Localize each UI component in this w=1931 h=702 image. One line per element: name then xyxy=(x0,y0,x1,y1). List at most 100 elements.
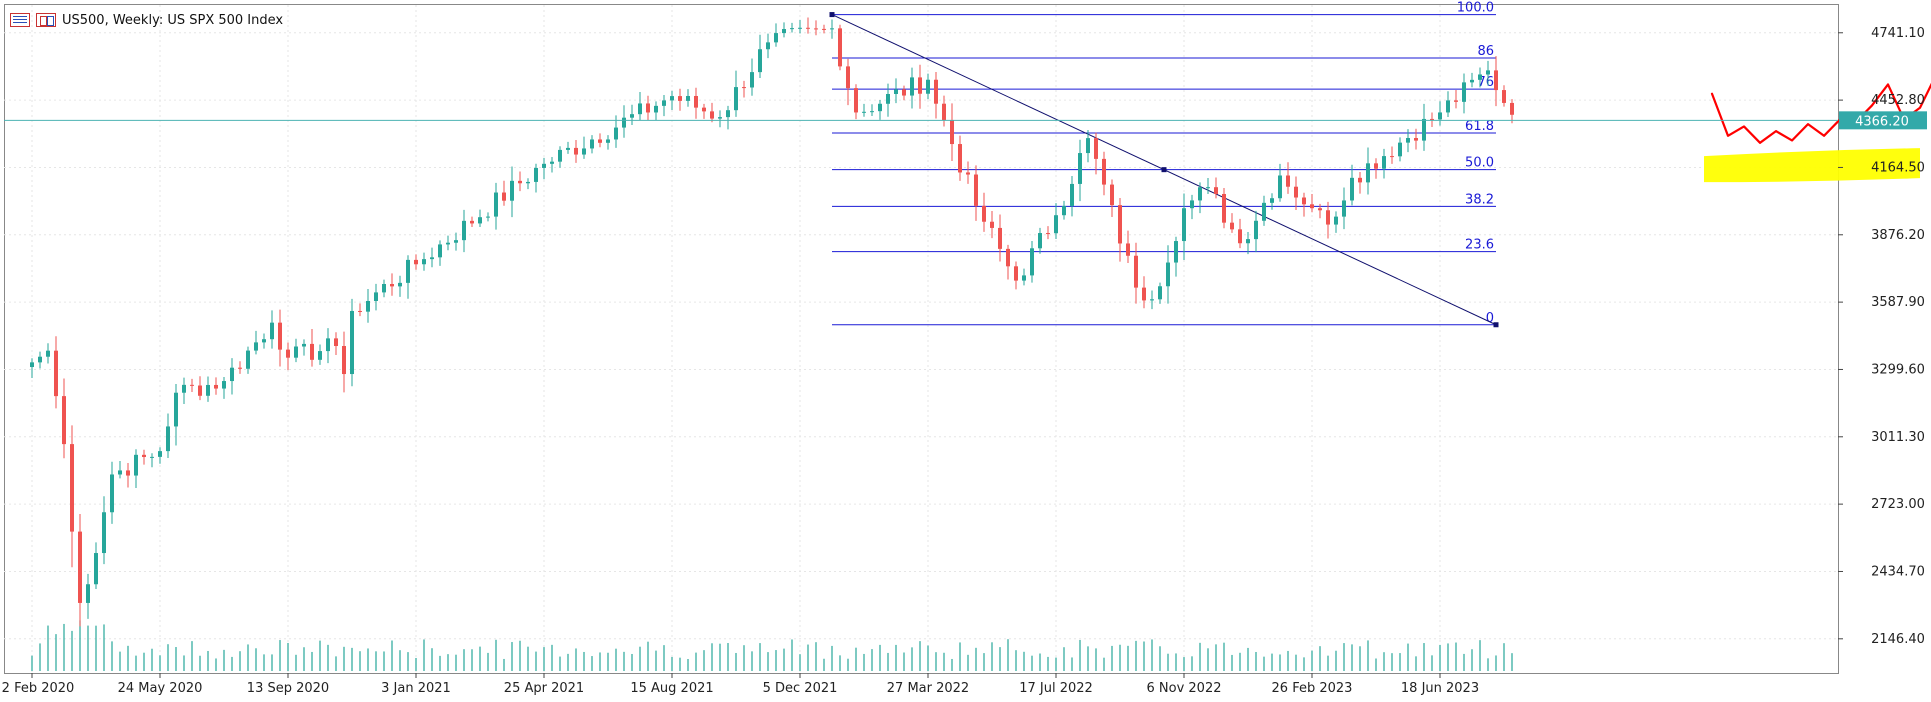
candle-body xyxy=(646,103,650,113)
candle-body xyxy=(422,259,426,265)
candle-body xyxy=(1158,286,1162,300)
candle-body xyxy=(854,88,858,113)
candle-body xyxy=(1454,100,1458,102)
candle-body xyxy=(238,367,242,369)
candle-body xyxy=(662,100,666,106)
candle-body xyxy=(878,103,882,112)
candle-body xyxy=(518,180,522,184)
candle-body xyxy=(718,117,722,119)
candle-body xyxy=(998,227,1002,249)
candle-body xyxy=(1446,100,1450,113)
candle-body xyxy=(1366,163,1370,183)
y-tick-label: 4164.50 xyxy=(1871,160,1925,175)
candle-body xyxy=(694,95,698,108)
candle-body xyxy=(398,282,402,287)
candle-body xyxy=(1470,79,1474,83)
candle-body xyxy=(606,139,610,143)
candle-body xyxy=(382,284,386,293)
y-tick-label: 2146.40 xyxy=(1871,632,1925,647)
fib-level-label: 100.0 xyxy=(1457,1,1494,16)
candle-body xyxy=(1134,255,1138,288)
candle-body xyxy=(78,531,82,603)
y-tick-label: 2434.70 xyxy=(1871,564,1925,579)
candle-body xyxy=(774,33,778,43)
y-tick-label: 3587.90 xyxy=(1871,295,1925,310)
candle-body xyxy=(406,259,410,283)
chart-title: US500, Weekly: US SPX 500 Index xyxy=(62,12,284,28)
candle-body xyxy=(534,167,538,182)
candle-body xyxy=(182,384,186,393)
candles-layer xyxy=(30,17,1514,627)
candle-body xyxy=(782,29,786,34)
candle-body xyxy=(214,384,218,389)
candle-body xyxy=(630,114,634,118)
candle-body xyxy=(1062,205,1066,216)
trend-anchor-end xyxy=(1493,322,1499,328)
candle-body xyxy=(862,111,866,113)
candle-body xyxy=(1086,138,1090,154)
y-tick-label: 4452.80 xyxy=(1871,93,1925,108)
candle-body xyxy=(142,454,146,458)
candle-body xyxy=(614,127,618,140)
candle-body xyxy=(1230,222,1234,230)
candle-body xyxy=(470,220,474,224)
candle-body xyxy=(1270,198,1274,203)
volume-layer xyxy=(31,620,1513,671)
x-tick-label: 25 Apr 2021 xyxy=(504,681,584,696)
candle-body xyxy=(46,350,50,357)
candle-body xyxy=(1334,216,1338,225)
x-tick-label: 13 Sep 2020 xyxy=(247,681,329,696)
candle-body xyxy=(198,385,202,396)
candle-body xyxy=(1214,187,1218,194)
candle-body xyxy=(1182,208,1186,242)
candle-body xyxy=(1318,208,1322,211)
candle-body xyxy=(350,310,354,375)
candle-body xyxy=(62,396,66,445)
candle-body xyxy=(86,584,90,603)
y-axis: 4741.10 4452.80 4164.50 3876.20 3587.90 3299.… xyxy=(1838,26,1925,647)
candle-body xyxy=(870,111,874,113)
candle-body xyxy=(438,244,442,258)
candle-body xyxy=(494,192,498,217)
candle-body xyxy=(1430,118,1434,120)
candle-body xyxy=(1094,138,1098,159)
candle-body xyxy=(742,87,746,89)
candle-body xyxy=(270,322,274,340)
candle-body xyxy=(1126,243,1130,256)
candle-body xyxy=(1174,241,1178,263)
candle-body xyxy=(526,181,530,184)
candle-body xyxy=(806,27,810,29)
candle-body xyxy=(1054,215,1058,234)
candle-body xyxy=(294,346,298,358)
candle-body xyxy=(1310,204,1314,209)
candle-body xyxy=(1510,102,1514,115)
candle-body xyxy=(798,27,802,29)
candle-body xyxy=(1262,202,1266,221)
candle-body xyxy=(1438,112,1442,120)
candle-body xyxy=(334,338,338,347)
candle-body xyxy=(1382,156,1386,169)
x-tick-label: 6 Nov 2022 xyxy=(1147,681,1222,696)
candle-body xyxy=(1278,175,1282,199)
candle-body xyxy=(838,28,842,67)
candle-body xyxy=(510,180,514,201)
candle-body xyxy=(1038,233,1042,249)
candle-body xyxy=(126,470,130,476)
candle-body xyxy=(70,444,74,532)
candle-body xyxy=(1478,74,1482,80)
candle-body xyxy=(38,356,42,363)
candle-body xyxy=(1398,142,1402,157)
candle-body xyxy=(814,28,818,30)
symbol-pair-icon[interactable] xyxy=(36,13,56,27)
candle-body xyxy=(1198,187,1202,201)
candle-body xyxy=(1238,229,1242,244)
y-tick-label: 4741.10 xyxy=(1871,26,1925,41)
grid-layer xyxy=(4,5,1838,673)
candle-body xyxy=(1078,153,1082,184)
candle-body xyxy=(1254,220,1258,240)
candle-body xyxy=(886,93,890,104)
candle-body xyxy=(1390,156,1394,158)
chart-list-icon[interactable] xyxy=(10,13,30,27)
